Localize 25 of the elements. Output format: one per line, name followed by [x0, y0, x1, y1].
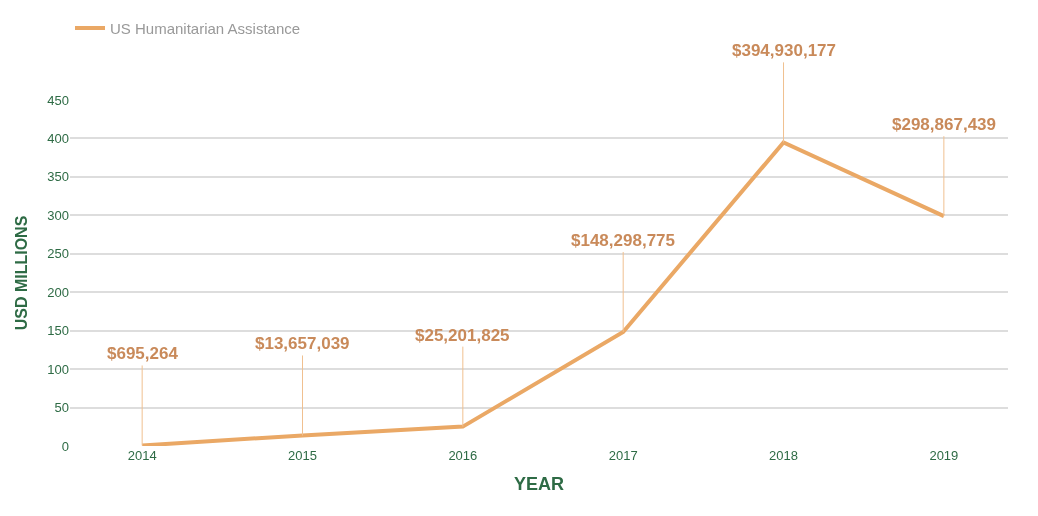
- x-tick-label: 2015: [288, 448, 317, 463]
- y-tick-label: 300: [47, 207, 69, 223]
- annotation: $13,657,039: [255, 334, 350, 353]
- y-tick-label: 350: [47, 169, 69, 185]
- y-axis-title: USD MILLIONS: [13, 215, 31, 331]
- x-axis-title: YEAR: [513, 474, 565, 495]
- annotation: $25,201,825: [415, 326, 510, 345]
- y-tick-label: 250: [47, 246, 69, 262]
- x-tick-label: 2019: [929, 448, 959, 463]
- annotation: $298,867,439: [892, 115, 996, 134]
- y-tick-label: 100: [47, 361, 69, 377]
- y-tick-label: 450: [47, 92, 69, 108]
- x-tick-label: 2017: [608, 448, 638, 463]
- x-tick-label: 2014: [127, 448, 157, 463]
- legend-label: US Humanitarian Assistance: [110, 19, 301, 37]
- y-tick-label: 0: [61, 438, 69, 454]
- x-tick-label: 2018: [769, 448, 798, 463]
- annotation: $695,264: [107, 344, 179, 363]
- annotation: $394,930,177: [732, 41, 836, 60]
- y-tick-label: 150: [47, 323, 69, 339]
- y-tick-label: 200: [47, 284, 69, 300]
- y-tick-label: 50: [54, 400, 69, 416]
- x-tick-label: 2016: [448, 448, 478, 463]
- annotation: $148,298,775: [571, 231, 675, 250]
- y-tick-label: 400: [47, 130, 69, 146]
